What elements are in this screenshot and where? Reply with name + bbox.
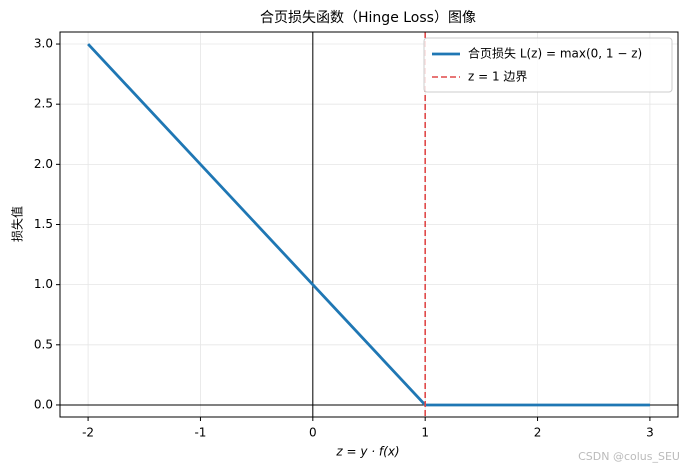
x-tick-label: 2 <box>534 426 542 440</box>
legend-label: 合页损失 L(z) = max(0, 1 − z) <box>468 46 642 61</box>
y-tick-label: 3.0 <box>34 37 53 51</box>
x-tick-label: 0 <box>309 426 317 440</box>
y-tick-label: 2.0 <box>34 157 53 171</box>
x-axis-label: z = y · f(x) <box>335 445 399 459</box>
y-axis-label: 损失值 <box>10 206 25 242</box>
y-tick-label: 1.5 <box>34 217 53 231</box>
x-tick-label: -2 <box>82 426 94 440</box>
chart-title: 合页损失函数（Hinge Loss）图像 <box>260 10 476 26</box>
legend-box <box>423 37 673 93</box>
y-tick-label: 2.5 <box>34 97 53 111</box>
y-tick-label: 1.0 <box>34 277 53 291</box>
y-tick-label: 0.5 <box>34 337 53 351</box>
x-tick-label: -1 <box>194 426 206 440</box>
legend-label: z = 1 边界 <box>468 70 527 84</box>
x-tick-label: 3 <box>646 426 654 440</box>
y-tick-label: 0.0 <box>34 397 53 411</box>
x-tick-label: 1 <box>421 426 429 440</box>
plot-frame <box>59 31 679 418</box>
watermark: CSDN @colus_SEU <box>578 450 680 463</box>
